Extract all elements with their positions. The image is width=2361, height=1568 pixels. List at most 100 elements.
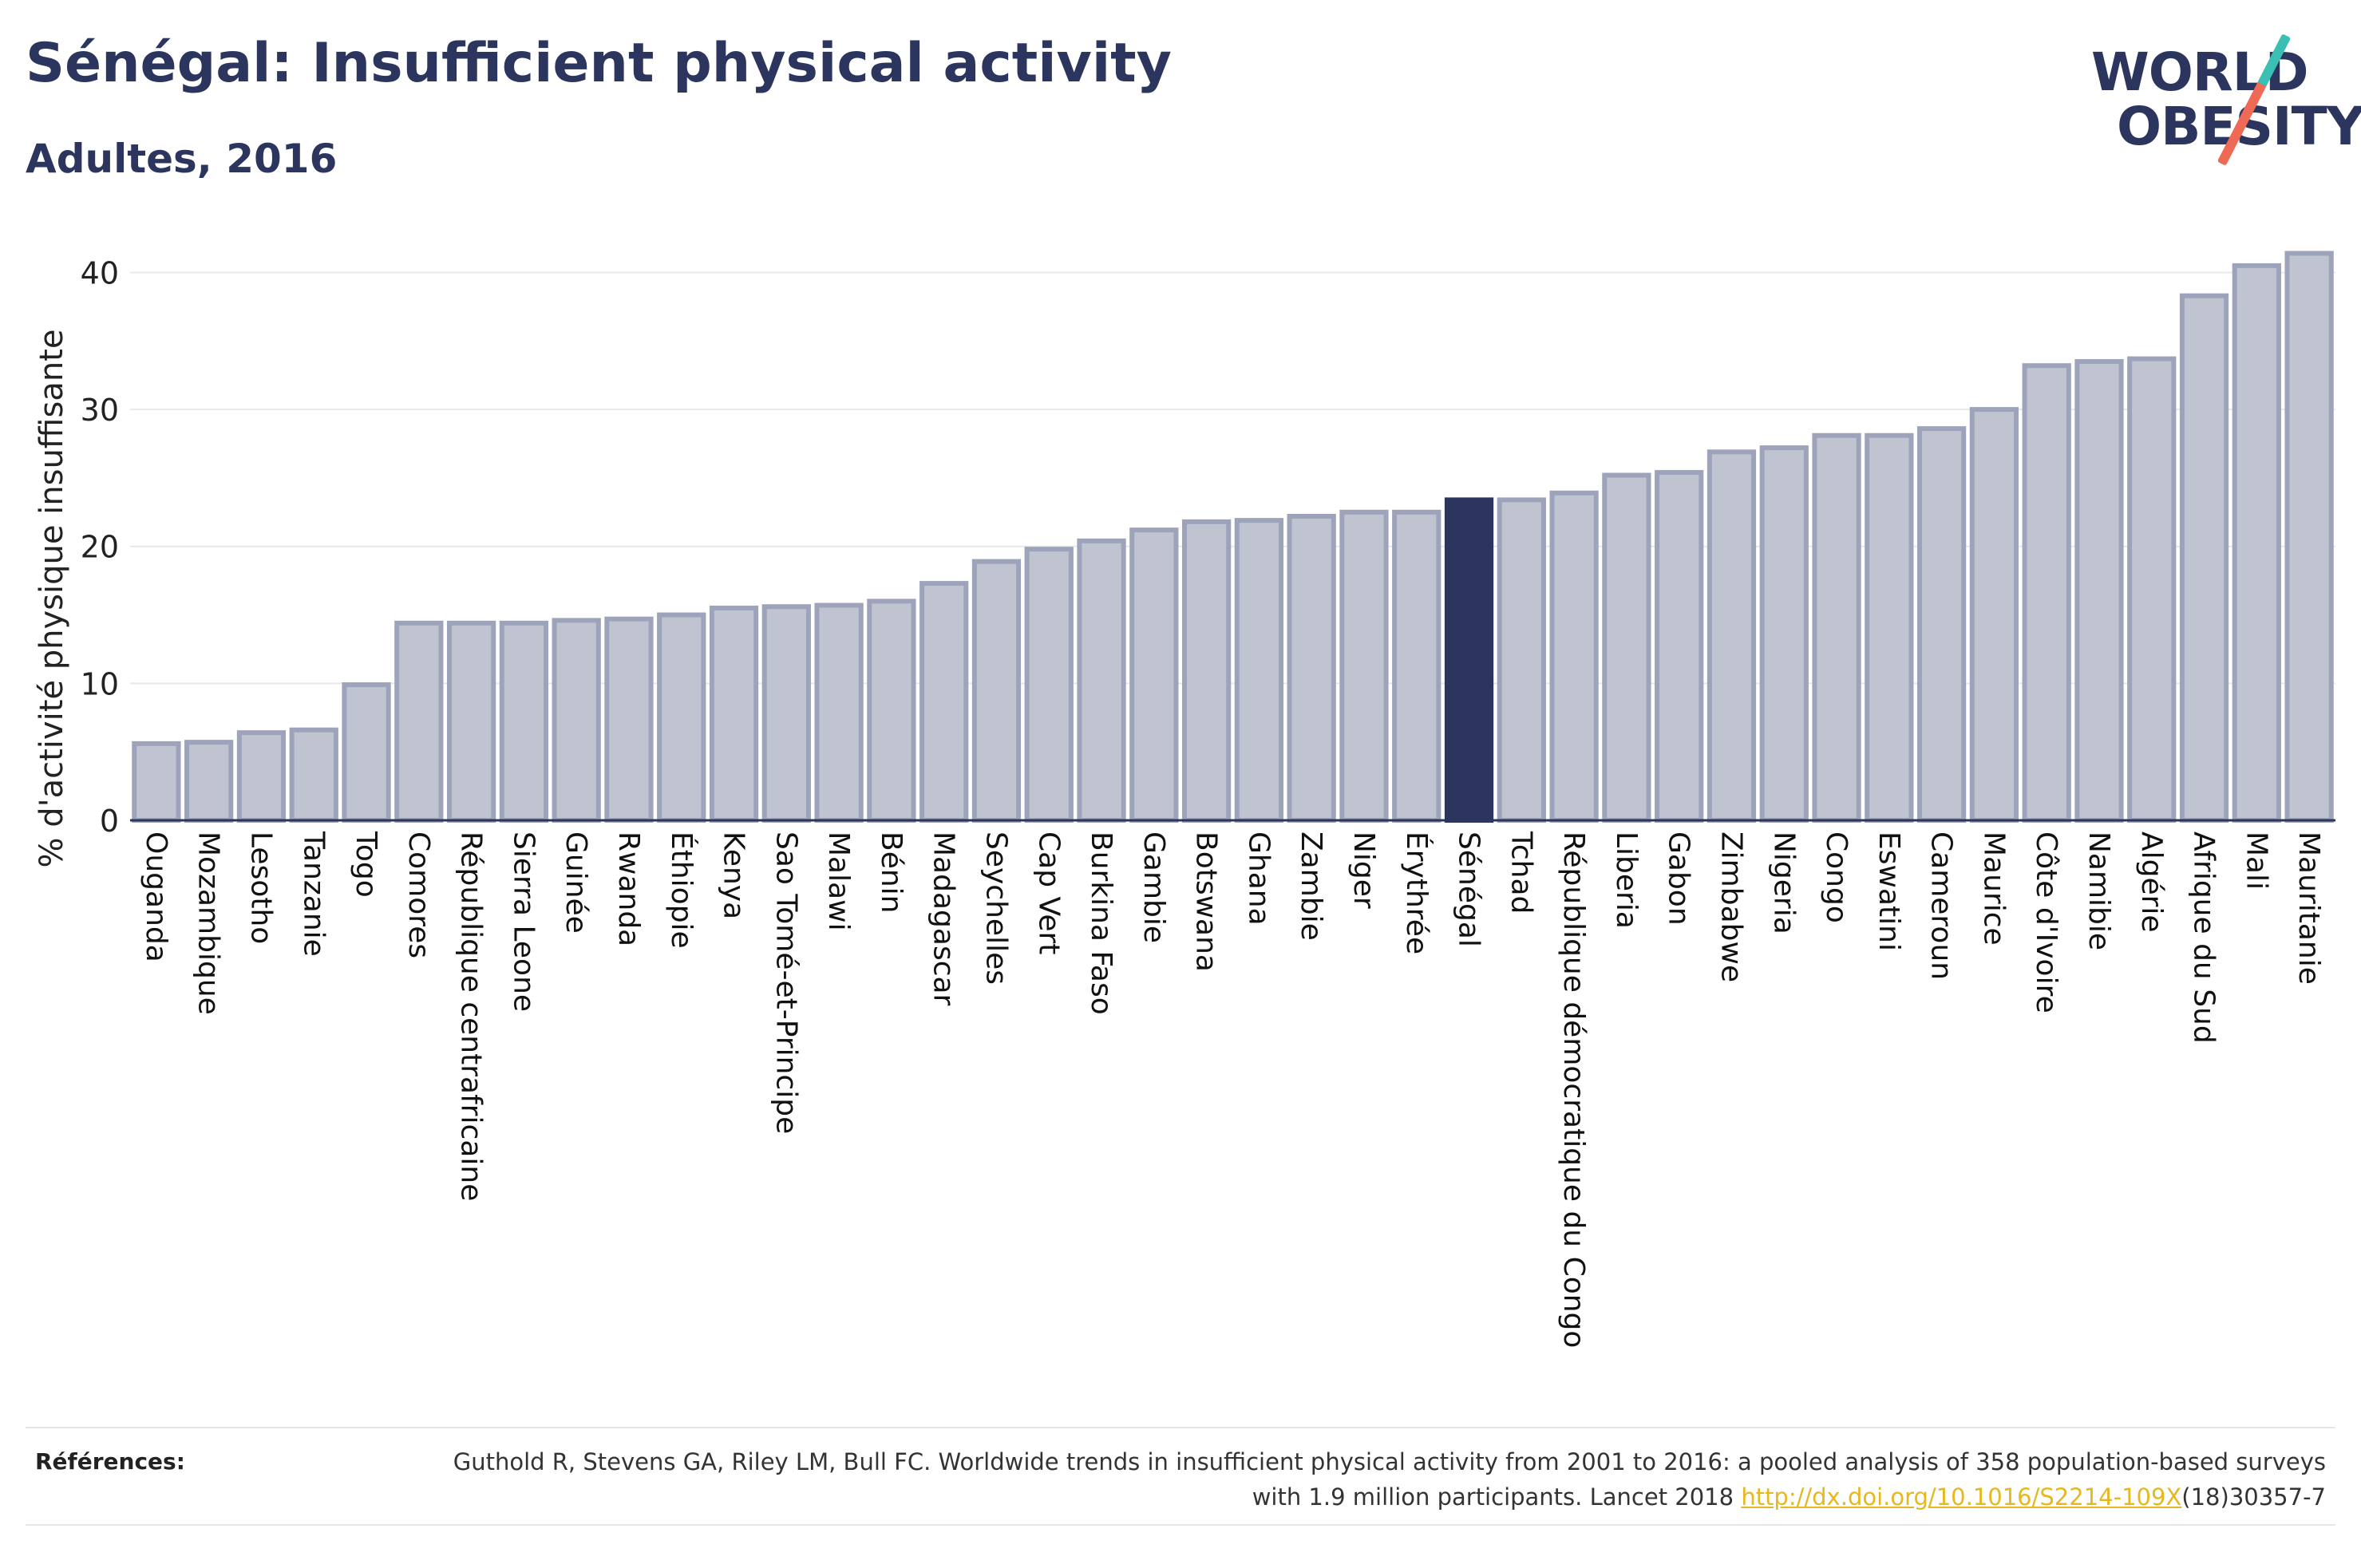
bar-32[interactable] [1759,445,1809,823]
x-tick-label: Rwanda [612,831,645,946]
bar-2[interactable] [184,740,234,823]
bar-38[interactable] [2074,359,2124,823]
bar-33[interactable] [1812,432,1861,823]
x-tick-label: Madagascar [927,831,960,1006]
x-tick-label: Afrique du Sud [2188,831,2221,1044]
bar-10[interactable] [604,616,654,823]
bar-20[interactable] [1129,527,1179,823]
y-tick-label: 20 [81,530,119,565]
bar-9[interactable] [552,618,601,823]
y-tick-label: 40 [81,255,119,290]
y-tick-labels: 0 10 20 30 40 [81,255,119,839]
references-doi-link[interactable]: http://dx.doi.org/10.1016/S2214-109X [1741,1483,2182,1511]
bar-18[interactable] [1024,547,1074,823]
x-tick-label: Namibie [2082,831,2115,950]
bar-29[interactable] [1602,472,1651,823]
bar-30[interactable] [1655,470,1704,823]
x-tick-label: Comores [402,831,435,958]
x-tick-label: Kenya [718,831,750,919]
bar-1[interactable] [132,741,181,823]
x-tick-label: Érythrée [1400,831,1434,954]
x-tick-label: Zimbabwe [1714,831,1747,982]
chart-title: Sénégal: Insufficient physical activity [26,32,1172,95]
chart-subtitle: Adultes, 2016 [26,136,338,182]
bar-3[interactable] [236,730,287,823]
bar-22[interactable] [1234,518,1284,823]
footer-divider-top [26,1427,2335,1428]
bar-14[interactable] [814,602,864,823]
bar-28[interactable] [1549,490,1599,823]
x-tick-label: Liberia [1610,831,1643,929]
bar-41[interactable] [2232,263,2281,823]
footer-divider-bottom [26,1524,2335,1526]
bar-11[interactable] [657,612,706,823]
x-tick-label: Congo [1820,831,1853,923]
x-tick-label: Cameroun [1925,831,1958,980]
bar-16[interactable] [919,581,969,823]
x-tick-label: Zambie [1295,831,1327,941]
x-tick-label: Sénégal [1453,831,1485,947]
references-text: Guthold R, Stevens GA, Riley LM, Bull FC… [410,1444,2326,1515]
x-tick-label: Niger [1347,831,1380,909]
bar-35[interactable] [1916,426,1967,823]
bar-7[interactable] [446,620,496,823]
x-tick-label: Guinée [560,831,592,934]
references-label: Références: [35,1448,185,1475]
x-tick-labels: Ouganda Mozambique Lesotho Tanzanie Togo Como… [140,831,2325,1348]
x-tick-label: Botswana [1190,831,1223,972]
x-tick-label: Gabon [1663,831,1695,926]
bar-13[interactable] [761,604,811,823]
grid-lines [130,271,2335,685]
bar-15[interactable] [867,598,916,823]
bar-26[interactable] [1444,497,1494,823]
bar-34[interactable] [1865,432,1914,823]
bar-40[interactable] [2179,293,2229,823]
bar-27[interactable] [1497,497,1546,823]
x-tick-label: Ouganda [140,831,172,962]
x-tick-label: Seychelles [979,831,1012,985]
x-tick-label: Mauritanie [2292,831,2325,985]
bar-17[interactable] [971,559,1022,823]
x-tick-label: Algérie [2135,831,2168,933]
bar-37[interactable] [2022,363,2071,823]
y-axis-label: % d'activité physique insuffisante [34,330,70,868]
x-tick-label: Burkina Faso [1085,831,1117,1015]
bar-31[interactable] [1706,449,1757,823]
x-tick-label: Ghana [1242,831,1275,926]
x-tick-label: Nigeria [1767,831,1800,934]
x-tick-label: Lesotho [244,831,277,944]
bar-25[interactable] [1392,509,1442,823]
y-tick-label: 30 [81,393,119,428]
x-tick-label: Tanzanie [297,831,330,957]
world-obesity-logo: WORLD OBESITY [2075,32,2361,168]
bar-23[interactable] [1287,513,1336,823]
x-tick-label: Maurice [1977,831,2010,946]
bar-5[interactable] [342,682,391,823]
x-tick-label: République démocratique du Congo [1557,831,1590,1348]
x-tick-label: Mali [2240,831,2272,890]
bar-21[interactable] [1181,519,1232,823]
bar-24[interactable] [1339,509,1389,823]
x-tick-label: République centrafricaine [455,831,488,1201]
references-doi-suffix: (18)30357-7 [2181,1483,2326,1511]
x-tick-label: Malawi [822,831,855,931]
y-tick-label: 0 [100,804,119,839]
x-tick-label: Togo [350,831,382,898]
bar-4[interactable] [289,727,338,823]
bar-42[interactable] [2284,251,2334,823]
bar-36[interactable] [1969,407,2019,823]
bar-39[interactable] [2127,356,2177,823]
bar-8[interactable] [499,620,549,823]
x-tick-label: Gambie [1137,831,1170,943]
bars [132,251,2334,823]
bar-19[interactable] [1077,538,1126,823]
x-tick-label: Bénin [875,831,908,913]
x-tick-label: Cap Vert [1032,831,1065,954]
x-tick-label: Côte d'Ivoire [2030,831,2062,1013]
x-tick-label: Sao Tomé-et-Principe [769,831,802,1134]
x-tick-label: Sierra Leone [507,831,540,1012]
bar-6[interactable] [394,620,444,823]
bar-12[interactable] [709,605,759,823]
bar-chart: 0 10 20 30 40 Ouganda Mozambique Lesotho Tanzan… [34,251,2335,1348]
x-tick-label: Tchad [1505,831,1537,914]
